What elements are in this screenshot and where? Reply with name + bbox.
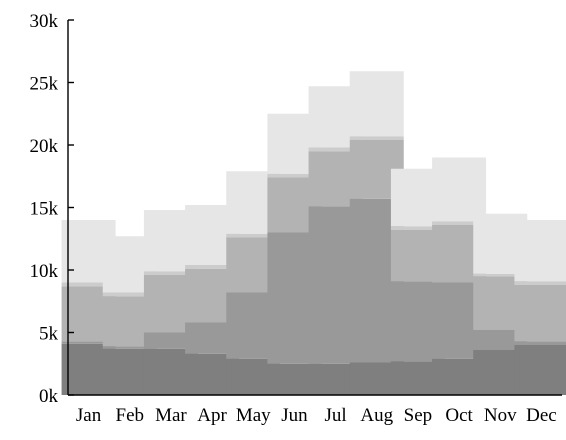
y-tick-label-30k: 30k — [30, 11, 59, 32]
bar-segment-jan-2 — [61, 341, 116, 344]
x-tick-label-sep: Sep — [404, 405, 433, 426]
bar-segment-mar-4 — [143, 271, 198, 275]
bar-segment-may-4 — [226, 233, 281, 238]
x-tick-label-mar: Mar — [155, 405, 187, 426]
bar-segment-dec-2 — [514, 341, 566, 345]
bar-segment-mar-2 — [143, 332, 198, 349]
y-tick-label-0k: 0k — [39, 386, 59, 407]
bar-segment-feb-4 — [102, 292, 157, 297]
x-tick-label-jun: Jun — [281, 405, 308, 426]
bar-segment-dec-5 — [514, 220, 566, 282]
x-tick-label-jan: Jan — [76, 405, 102, 426]
y-tick-label-20k: 20k — [30, 136, 59, 157]
bar-segment-jan-4 — [61, 282, 116, 287]
bar-segment-jun-4 — [267, 173, 322, 178]
bar-segment-sep-4 — [390, 226, 445, 230]
y-tick-label-5k: 5k — [39, 324, 59, 345]
axes-group: Jan Feb Mar Apr May Jun Jul Aug Sep Oct Nov Dec 0k 5k… — [30, 11, 562, 426]
x-tick-label-may: May — [236, 405, 271, 426]
y-tick-label-15k: 15k — [30, 199, 59, 220]
x-tick-label-dec: Dec — [526, 405, 557, 426]
bar-segment-oct-4 — [432, 221, 487, 225]
bar-segment-dec-1 — [514, 345, 566, 395]
bars-group — [61, 71, 566, 395]
bar-segment-dec-4 — [514, 281, 566, 285]
bar-segment-feb-2 — [102, 346, 157, 349]
x-tick-label-jul: Jul — [324, 405, 346, 426]
y-tick-label-25k: 25k — [30, 74, 59, 95]
x-tick-label-aug: Aug — [360, 405, 393, 426]
bar-segment-aug-5 — [349, 71, 404, 137]
bar-segment-dec-3 — [514, 285, 566, 342]
x-tick-label-apr: Apr — [197, 405, 227, 426]
bar-segment-apr-4 — [185, 265, 240, 269]
bar-segment-nov-4 — [473, 273, 528, 277]
bar-segment-oct-5 — [432, 157, 487, 222]
x-tick-label-feb: Feb — [116, 405, 145, 426]
x-tick-label-nov: Nov — [484, 405, 517, 426]
x-tick-label-oct: Oct — [445, 405, 473, 426]
bar-segment-jul-4 — [308, 147, 363, 152]
bar-segment-aug-4 — [349, 136, 404, 140]
y-tick-label-10k: 10k — [30, 261, 59, 282]
bar-segment-nov-2 — [473, 330, 528, 350]
